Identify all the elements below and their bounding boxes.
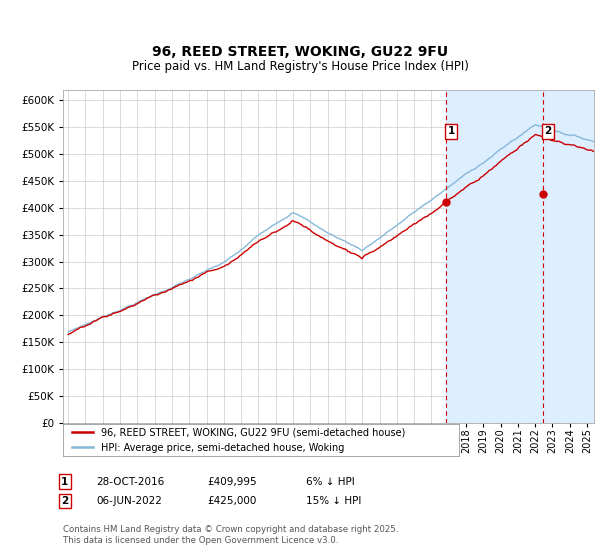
Text: 6% ↓ HPI: 6% ↓ HPI	[306, 477, 355, 487]
Text: 06-JUN-2022: 06-JUN-2022	[96, 496, 162, 506]
Bar	[446, 90, 598, 423]
Text: 2: 2	[61, 496, 68, 506]
Legend: 96, REED STREET, WOKING, GU22 9FU (semi-detached house), HPI: Average price, sem: 96, REED STREET, WOKING, GU22 9FU (semi-…	[72, 428, 406, 452]
Text: £409,995: £409,995	[207, 477, 257, 487]
Text: 1: 1	[61, 477, 68, 487]
Text: 96, REED STREET, WOKING, GU22 9FU: 96, REED STREET, WOKING, GU22 9FU	[152, 45, 448, 59]
Text: 28-OCT-2016: 28-OCT-2016	[96, 477, 164, 487]
Text: Price paid vs. HM Land Registry's House Price Index (HPI): Price paid vs. HM Land Registry's House …	[131, 60, 469, 73]
Text: £425,000: £425,000	[207, 496, 256, 506]
Text: 1: 1	[448, 126, 455, 136]
Text: 2: 2	[544, 126, 551, 136]
Text: Contains HM Land Registry data © Crown copyright and database right 2025.
This d: Contains HM Land Registry data © Crown c…	[63, 525, 398, 545]
Text: 15% ↓ HPI: 15% ↓ HPI	[306, 496, 361, 506]
